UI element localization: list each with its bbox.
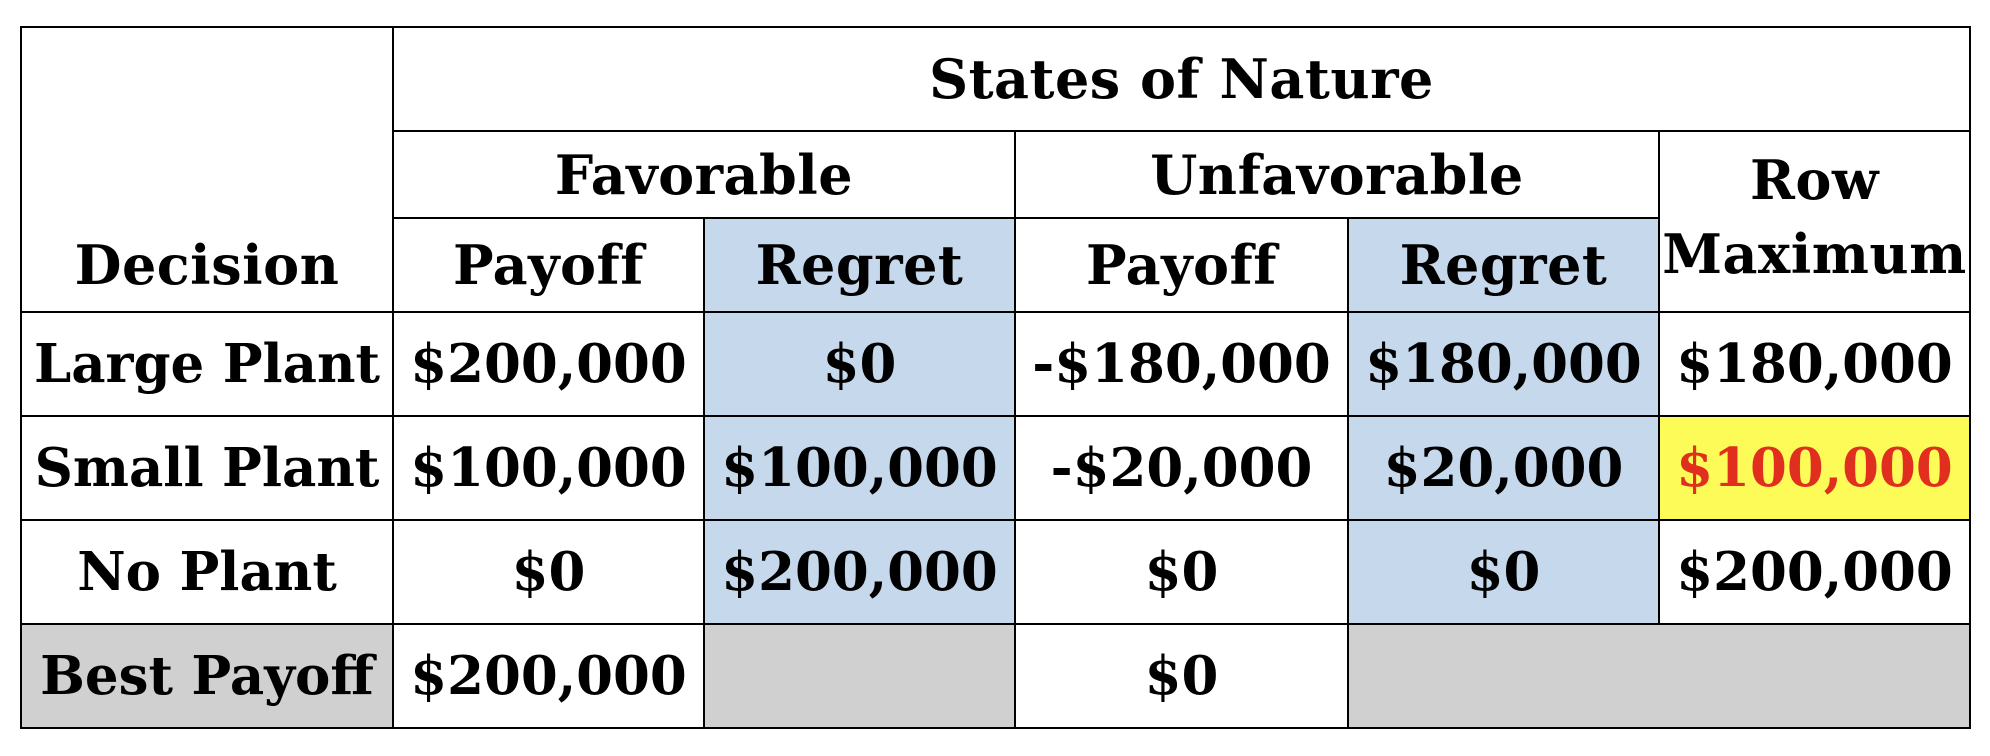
unfavorable-payoff-cell: -$20,000 xyxy=(1014,415,1349,521)
decision-header-spacer xyxy=(20,26,394,131)
unfavorable-regret-cell: $20,000 xyxy=(1347,415,1660,521)
favorable-header: Favorable xyxy=(392,130,1016,219)
best-payoff-favorable-cell: $200,000 xyxy=(392,623,705,729)
favorable-regret-cell: $100,000 xyxy=(703,415,1016,521)
best-payoff-row: Best Payoff $200,000 $0 xyxy=(20,623,1971,729)
unfavorable-payoff-header: Payoff xyxy=(1014,217,1349,313)
row-maximum-cell: $180,000 xyxy=(1658,311,1971,417)
unfavorable-payoff-cell: $0 xyxy=(1014,519,1349,625)
best-payoff-unfavorable-cell: $0 xyxy=(1014,623,1349,729)
decision-label: No Plant xyxy=(20,519,394,625)
unfavorable-regret-header: Regret xyxy=(1347,217,1660,313)
unfavorable-regret-cell: $180,000 xyxy=(1347,311,1660,417)
favorable-regret-header: Regret xyxy=(703,217,1016,313)
decision-header: Decision xyxy=(20,218,394,313)
decision-header-spacer-2 xyxy=(20,131,394,218)
favorable-payoff-cell: $0 xyxy=(392,519,705,625)
regret-table-container: States of Nature Favorable Unfavorable R… xyxy=(20,26,1971,729)
decision-label: Large Plant xyxy=(20,311,394,417)
unfavorable-payoff-cell: -$180,000 xyxy=(1014,311,1349,417)
favorable-payoff-cell: $100,000 xyxy=(392,415,705,521)
unfavorable-header: Unfavorable xyxy=(1014,130,1660,219)
states-of-nature-header: States of Nature xyxy=(392,26,1971,132)
row-maximum-header-line2: Maximum xyxy=(1658,218,1971,313)
best-payoff-empty-cell-wide xyxy=(1347,623,1971,729)
table-row: No Plant $0 $200,000 $0 $0 $200,000 xyxy=(20,519,1971,625)
favorable-payoff-cell: $200,000 xyxy=(392,311,705,417)
unfavorable-regret-cell: $0 xyxy=(1347,519,1660,625)
minimax-regret-highlight-cell: $100,000 xyxy=(1658,415,1971,521)
favorable-regret-cell: $0 xyxy=(703,311,1016,417)
regret-table: States of Nature Favorable Unfavorable R… xyxy=(20,26,1971,729)
table-row: Large Plant $200,000 $0 -$180,000 $180,0… xyxy=(20,311,1971,417)
table-row: Small Plant $100,000 $100,000 -$20,000 $… xyxy=(20,415,1971,521)
best-payoff-empty-cell xyxy=(703,623,1016,729)
favorable-payoff-header: Payoff xyxy=(392,217,705,313)
favorable-regret-cell: $200,000 xyxy=(703,519,1016,625)
best-payoff-label: Best Payoff xyxy=(20,623,394,729)
decision-label: Small Plant xyxy=(20,415,394,521)
row-maximum-cell: $200,000 xyxy=(1658,519,1971,625)
row-maximum-header-line1: Row xyxy=(1658,130,1971,218)
